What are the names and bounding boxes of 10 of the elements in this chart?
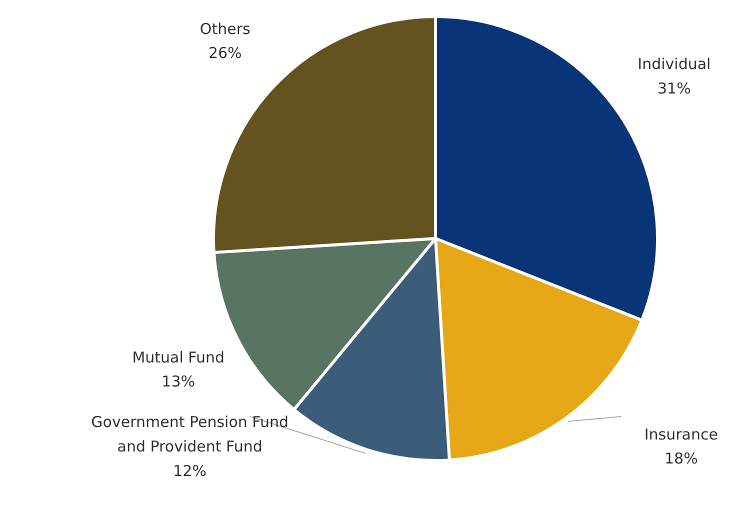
data-label: 31% xyxy=(658,79,691,98)
data-label: 26% xyxy=(208,44,242,62)
data-label: 18% xyxy=(664,450,698,468)
slice-label: Mutual Fund xyxy=(132,348,225,366)
slice-label: Others xyxy=(200,20,251,38)
slice-label: Insurance xyxy=(644,425,718,444)
data-label: 13% xyxy=(162,372,196,391)
data-label: 12% xyxy=(173,462,206,480)
slice-label: Individual xyxy=(638,55,711,74)
slice-label: Government Pension Fund and Provident Fund xyxy=(91,413,288,456)
